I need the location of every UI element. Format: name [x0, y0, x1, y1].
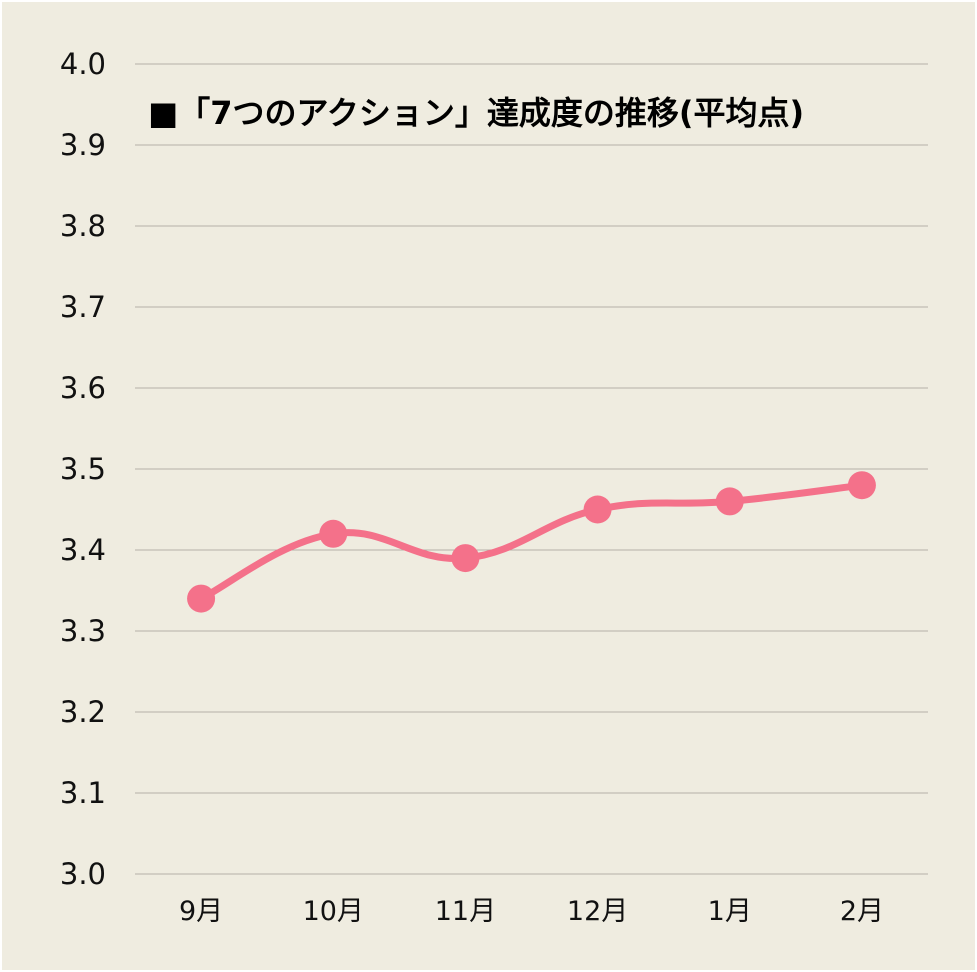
- x-tick-label: 12月: [567, 896, 628, 927]
- gridlines: [135, 63, 928, 875]
- data-point: [451, 544, 480, 573]
- y-tick-label: 3.5: [60, 452, 106, 486]
- x-tick-label: 10月: [303, 896, 364, 927]
- data-point: [187, 584, 216, 613]
- y-tick-label: 3.7: [60, 290, 106, 324]
- x-tick-label: 2月: [840, 896, 884, 927]
- y-tick-label: 3.6: [60, 371, 106, 405]
- y-tick-label: 3.3: [60, 614, 106, 648]
- x-tick-label: 11月: [435, 896, 496, 927]
- y-tick-label: 3.0: [60, 857, 106, 891]
- y-tick-label: 3.8: [60, 209, 106, 243]
- data-point: [319, 519, 348, 548]
- chart-title: ■「7つのアクション」達成度の推移(平均点): [148, 94, 804, 132]
- y-tick-label: 3.4: [60, 533, 106, 567]
- data-point: [715, 487, 744, 516]
- y-tick-label: 3.1: [60, 776, 106, 810]
- y-tick-label: 3.2: [60, 695, 106, 729]
- x-tick-label: 9月: [179, 896, 223, 927]
- data-points: [187, 471, 876, 613]
- x-tick-label: 1月: [708, 896, 752, 927]
- y-axis-tick-labels: 3.0 3.1 3.2 3.3 3.4 3.5 3.6 3.7 3.8 3.9 4.0: [60, 47, 106, 891]
- y-tick-label: 3.9: [60, 128, 106, 162]
- data-point: [583, 495, 612, 524]
- x-axis-tick-labels: 9月 10月 11月 12月 1月 2月: [179, 896, 884, 927]
- y-tick-label: 4.0: [60, 47, 106, 81]
- data-point: [847, 471, 876, 500]
